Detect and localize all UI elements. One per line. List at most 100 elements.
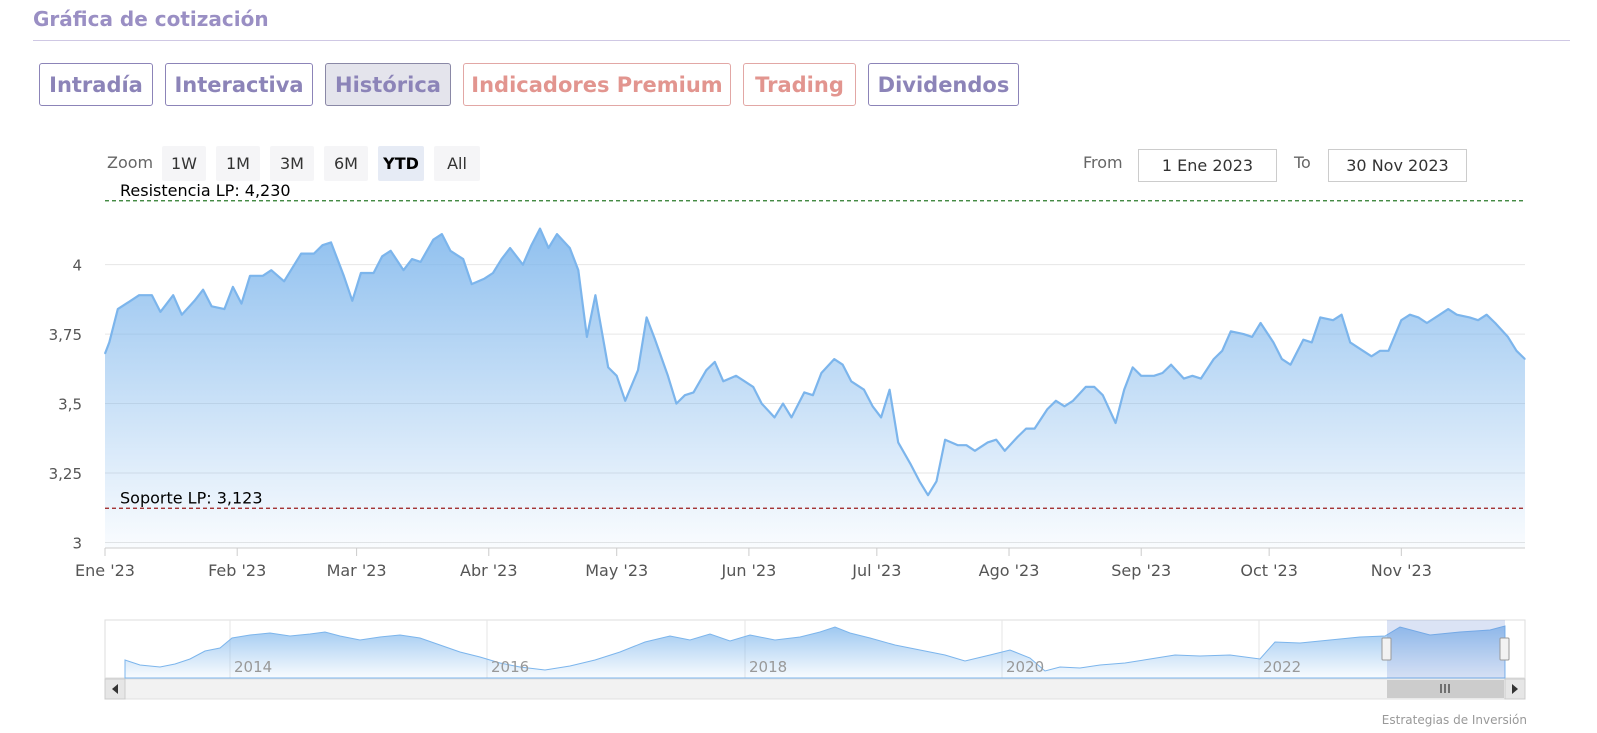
zoom-6m-button[interactable]: 6M <box>324 146 368 181</box>
tab-dividendos[interactable]: Dividendos <box>868 63 1019 106</box>
data-point <box>1332 319 1334 321</box>
data-point <box>211 305 213 307</box>
scrollbar[interactable] <box>104 678 1526 700</box>
data-point <box>782 403 784 405</box>
data-point <box>667 375 669 377</box>
data-point <box>108 341 110 343</box>
from-date-input[interactable] <box>1138 149 1277 182</box>
data-point <box>1230 330 1232 332</box>
scroll-right-button[interactable] <box>1504 678 1526 700</box>
data-point <box>1102 394 1104 396</box>
navigator[interactable]: 2014 2016 2018 2020 2022 <box>104 619 1526 679</box>
data-point <box>313 253 315 255</box>
scrollbar-grip-icon <box>1440 684 1450 693</box>
data-point <box>833 358 835 360</box>
navigator-left-handle[interactable] <box>1381 637 1392 661</box>
navigator-year-label: 2016 <box>491 658 529 676</box>
data-point <box>483 278 486 280</box>
data-point <box>181 314 183 316</box>
data-point <box>594 294 597 296</box>
data-point <box>283 280 285 282</box>
data-point <box>1302 339 1304 341</box>
tab-trading[interactable]: Trading <box>743 63 856 106</box>
data-point <box>607 366 609 368</box>
data-point <box>872 405 874 407</box>
data-point <box>1213 358 1215 360</box>
data-point <box>1456 314 1458 316</box>
data-point <box>1417 316 1419 318</box>
y-tick-label: 3,25 <box>49 465 82 483</box>
scrollbar-thumb[interactable] <box>1387 680 1504 698</box>
data-point <box>1251 336 1253 338</box>
data-point <box>722 380 724 382</box>
data-point <box>411 258 413 260</box>
data-point <box>441 233 443 235</box>
data-point <box>1183 378 1185 380</box>
data-point <box>935 480 938 482</box>
data-point <box>130 300 132 302</box>
plot-line-label: Soporte LP: 3,123 <box>120 488 263 507</box>
data-point <box>1447 308 1449 310</box>
navigator-selected-range[interactable] <box>1387 620 1505 678</box>
data-point <box>1055 400 1057 402</box>
data-point <box>735 375 737 377</box>
data-point <box>752 386 754 388</box>
data-point <box>300 253 302 255</box>
zoom-ytd-button[interactable]: YTD <box>378 146 424 181</box>
data-point <box>138 294 140 296</box>
data-point <box>1379 350 1381 352</box>
navigator-background <box>104 619 1526 679</box>
data-point <box>820 372 823 374</box>
x-tick-label: Jun '23 <box>720 561 776 580</box>
data-point <box>714 361 716 363</box>
data-point <box>1093 386 1095 388</box>
zoom-1w-button[interactable]: 1W <box>162 146 206 181</box>
data-point <box>1123 389 1125 391</box>
data-point <box>1362 350 1364 352</box>
navigator-right-handle[interactable] <box>1499 637 1510 661</box>
series-area-fill <box>105 228 1525 548</box>
data-point <box>509 247 511 249</box>
tab-interactiva[interactable]: Interactiva <box>165 63 313 106</box>
data-point <box>889 389 891 391</box>
data-point <box>1494 322 1496 324</box>
zoom-1m-button[interactable]: 1M <box>216 146 260 181</box>
navigator-year-label: 2018 <box>749 658 787 676</box>
data-point <box>1469 316 1471 318</box>
y-tick-label: 3,5 <box>58 396 82 414</box>
title-divider <box>33 40 1570 41</box>
zoom-all-button[interactable]: All <box>434 146 480 181</box>
x-tick-label: Jul '23 <box>851 561 901 580</box>
scroll-right-arrow-icon <box>1512 684 1518 694</box>
to-label: To <box>1294 153 1311 172</box>
data-point <box>1349 341 1351 343</box>
data-point <box>449 250 451 252</box>
data-point <box>773 416 776 418</box>
tab-historica[interactable]: Histórica <box>325 63 451 106</box>
data-point <box>432 239 434 241</box>
tab-intradia[interactable]: Intradía <box>39 63 153 106</box>
data-point <box>117 308 119 310</box>
zoom-3m-button[interactable]: 3M <box>270 146 314 181</box>
x-tick-label: Mar '23 <box>327 561 387 580</box>
data-point <box>1341 314 1343 316</box>
data-point <box>249 275 251 277</box>
data-point <box>1272 341 1274 343</box>
data-point <box>790 416 793 418</box>
data-point <box>1370 355 1373 357</box>
scrollbar-track[interactable] <box>104 678 1526 700</box>
data-point <box>381 255 383 257</box>
data-point <box>104 353 106 355</box>
data-point <box>646 316 648 318</box>
data-point <box>1200 378 1202 380</box>
zoom-label: Zoom <box>107 153 154 172</box>
tab-indicadores-premium[interactable]: Indicadores Premium <box>463 63 731 106</box>
data-point <box>850 380 852 382</box>
to-date-input[interactable] <box>1328 149 1467 182</box>
data-point <box>616 375 618 377</box>
scroll-left-button[interactable] <box>104 678 126 700</box>
data-point <box>1085 386 1087 388</box>
data-point <box>343 275 345 277</box>
data-point <box>918 480 921 482</box>
data-point <box>842 364 844 366</box>
